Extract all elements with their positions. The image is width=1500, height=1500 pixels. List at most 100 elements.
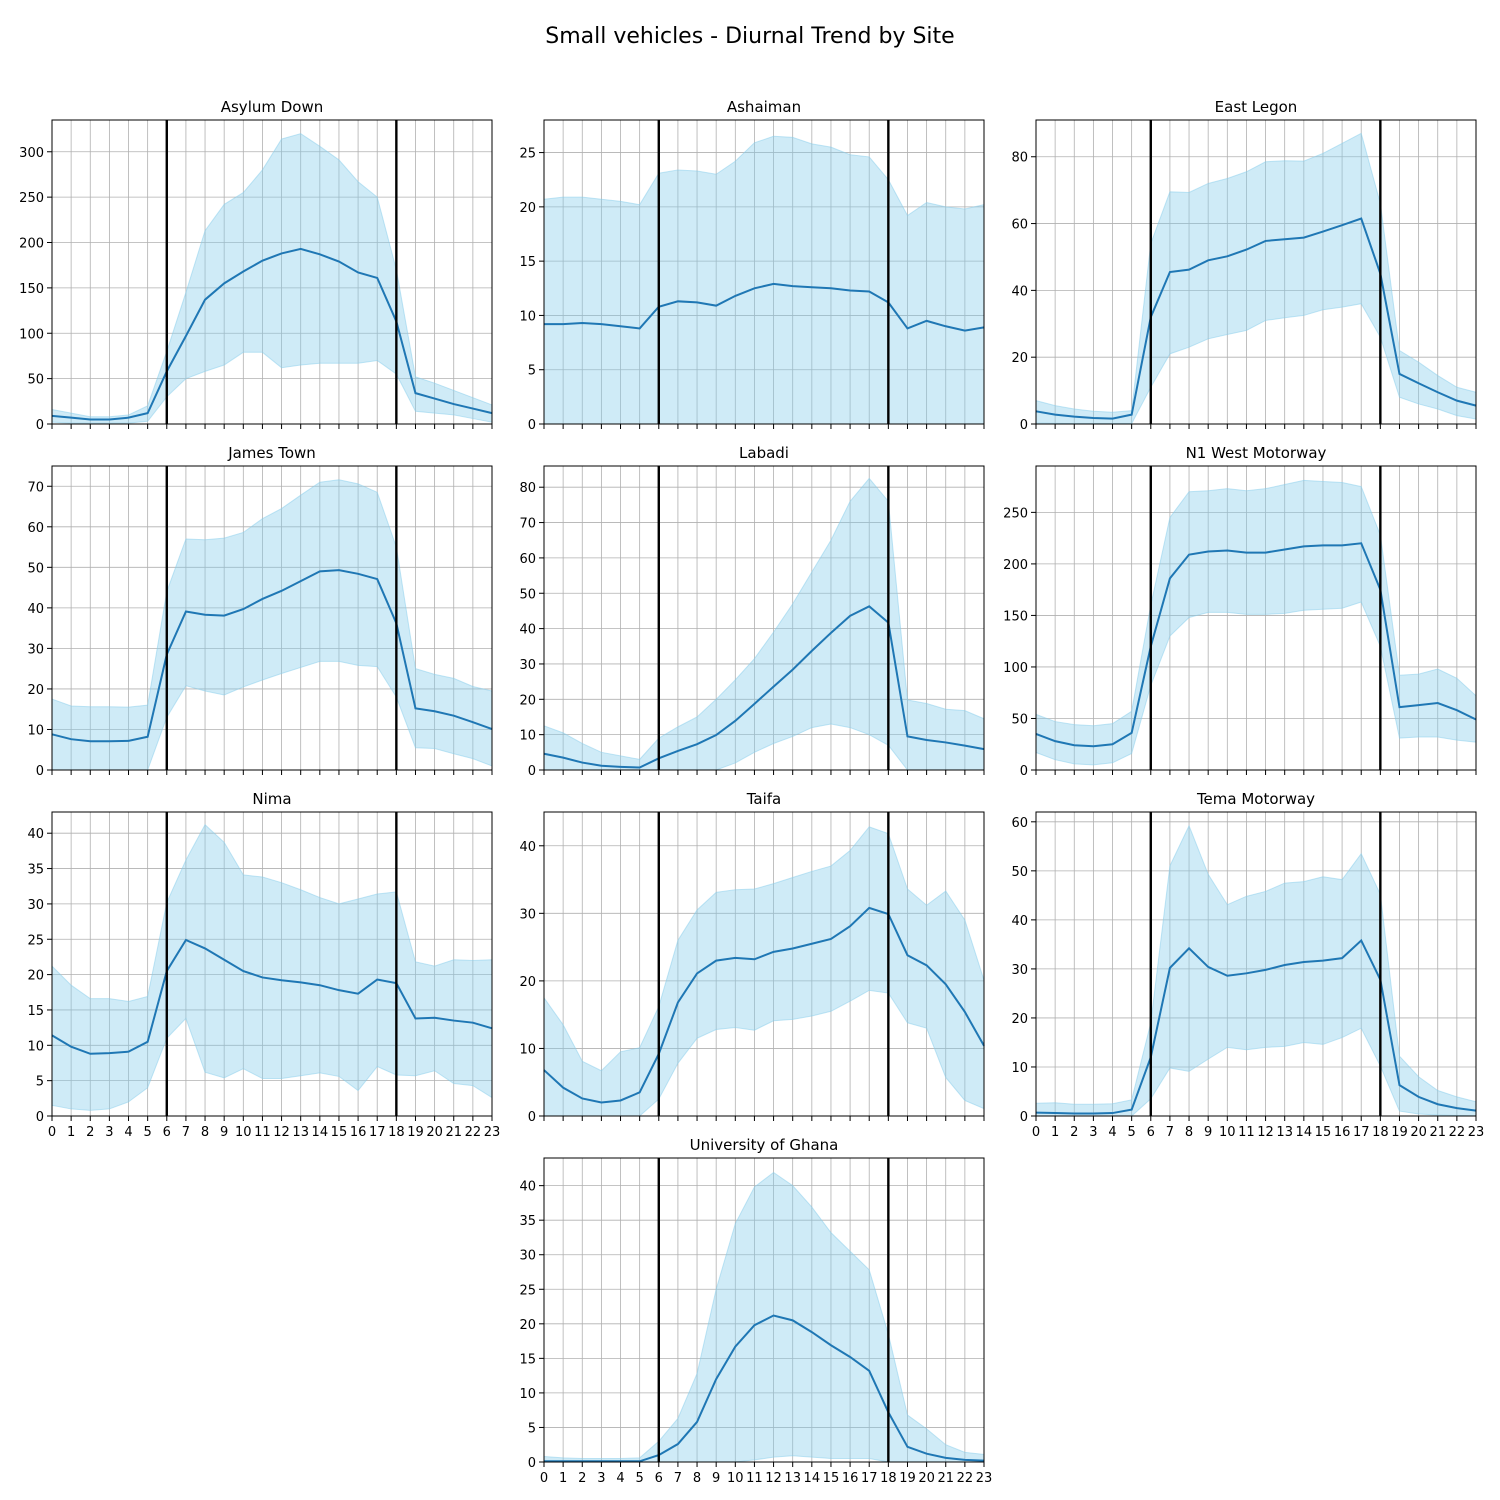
x-tick-label: 23 [976,1471,993,1486]
y-tick-label: 20 [519,975,536,990]
x-tick-label: 14 [312,1125,329,1140]
y-tick-label: 50 [27,373,44,388]
confidence-band [51,133,493,424]
y-tick-label: 40 [27,602,44,617]
y-tick-label: 100 [19,327,44,342]
y-tick-label: 200 [19,237,44,252]
x-tick-label: 10 [235,1125,252,1140]
series-line [544,1314,985,1463]
x-tick-label: 14 [1296,1125,1313,1140]
y-tick-label: 250 [1003,506,1028,521]
y-tick-label: 5 [36,1075,44,1090]
x-tick-label: 8 [201,1125,209,1140]
y-tick-label: 10 [519,1042,536,1057]
x-tick-label: 1 [559,1471,567,1486]
confidence-band [543,477,985,771]
series-line [51,569,493,743]
x-tick-label: 21 [445,1125,462,1140]
y-tick-label: 80 [1011,151,1028,166]
x-tick-label: 5 [1128,1125,1136,1140]
confidence-band [543,1171,985,1463]
x-tick-label: 0 [540,1471,548,1486]
panel-james-town: 0 10 20 30 40 50 60 70 James Town [27,444,493,779]
series-line [543,906,985,1104]
y-tick-label: 0 [36,1110,44,1125]
panel-east-legon: 0 20 40 60 80 East Legon [1011,98,1477,433]
confidence-band [1035,479,1477,766]
x-tick-label: 0 [48,1125,56,1140]
y-tick-label: 25 [519,1283,536,1298]
confidence-band [51,823,493,1111]
y-tick-label: 20 [1011,351,1028,366]
series-line [1035,217,1477,420]
y-tick-label: 10 [27,1039,44,1054]
x-tick-label: 11 [1238,1125,1255,1140]
x-tick-label: 9 [220,1125,228,1140]
x-tick-label: 22 [1449,1125,1466,1140]
x-tick-label: 1 [67,1125,75,1140]
panel-asylum-down: 0 50 100 150 200 250 300 Asylum Down [19,98,493,433]
x-tick-label: 15 [1315,1125,1332,1140]
x-tick-label: 12 [765,1471,782,1486]
y-tick-label: 40 [519,1180,536,1195]
confidence-band [543,135,985,425]
x-tick-label: 3 [105,1125,113,1140]
y-tick-label: 0 [528,1110,536,1125]
x-tick-label: 12 [1257,1125,1274,1140]
y-tick-label: 25 [519,147,536,162]
axes-frame [543,811,985,1117]
series-line [51,938,493,1055]
y-tick-label: 40 [27,827,44,842]
series-line [544,282,985,332]
x-tick-label: 4 [124,1125,132,1140]
y-tick-label: 20 [519,1318,536,1333]
y-tick-label: 40 [1011,284,1028,299]
panel-title: Labadi [739,444,789,462]
x-tick-label: 22 [465,1125,482,1140]
figure-title: Small vehicles - Diurnal Trend by Site [545,24,955,49]
y-tick-label: 15 [519,255,536,270]
x-tick-label: 13 [784,1471,801,1486]
y-tick-label: 80 [519,481,536,496]
panel-ashaiman: 0 5 10 15 20 25 Ashaiman [519,98,985,433]
y-tick-label: 0 [528,1456,536,1471]
x-tick-label: 4 [616,1471,624,1486]
panel-title: Asylum Down [221,98,324,116]
x-tick-label: 11 [254,1125,271,1140]
x-tick-label: 16 [1334,1125,1351,1140]
x-tick-label: 20 [1410,1125,1427,1140]
y-tick-label: 150 [19,282,44,297]
axes-frame [1035,465,1477,771]
x-tick-label: 19 [1391,1125,1408,1140]
x-tick-label: 7 [674,1471,682,1486]
axes-frame [543,1157,985,1463]
y-tick-label: 0 [1020,1110,1028,1125]
y-tick-label: 70 [519,517,536,532]
x-tick-label: 21 [1429,1125,1446,1140]
y-tick-label: 5 [528,1421,536,1436]
x-tick-label: 11 [746,1471,763,1486]
y-tick-label: 20 [1011,1012,1028,1027]
x-tick-label: 8 [693,1471,701,1486]
x-tick-label: 2 [86,1125,94,1140]
axes-frame [543,119,985,425]
x-tick-label: 18 [1372,1125,1389,1140]
x-tick-label: 14 [804,1471,821,1486]
y-tick-label: 30 [519,907,536,922]
y-tick-label: 150 [1003,609,1028,624]
x-tick-label: 17 [369,1125,386,1140]
x-tick-label: 12 [273,1125,290,1140]
panel-title: N1 West Motorway [1186,444,1327,462]
x-tick-label: 17 [1353,1125,1370,1140]
panel-n1-west-motorway: 0 50 100 150 200 250 N1 West Motorway [1003,444,1477,779]
x-tick-label: 20 [426,1125,443,1140]
y-tick-label: 50 [27,561,44,576]
x-tick-label: 3 [1089,1125,1097,1140]
y-tick-label: 100 [1003,661,1028,676]
y-tick-label: 0 [1020,764,1028,779]
x-tick-label: 7 [1166,1125,1174,1140]
y-tick-label: 10 [27,723,44,738]
y-tick-label: 30 [1011,963,1028,978]
panel-title: University of Ghana [690,1136,839,1154]
